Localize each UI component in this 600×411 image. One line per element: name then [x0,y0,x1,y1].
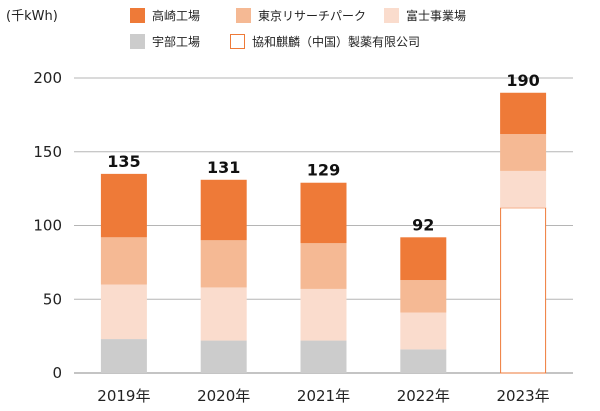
bar-segment [500,170,547,208]
x-axis: 2019年 2020年 2021年 2022年 2023年 [97,387,549,405]
x-tick-label: 2019年 [97,387,150,405]
legend-swatch [384,8,399,23]
x-tick-label: 2020年 [197,387,250,405]
total-label: 135 [107,152,140,171]
legend-swatch [130,8,145,23]
y-tick-label: 150 [33,143,62,161]
legend-swatch [230,34,245,49]
y-tick-label: 200 [33,69,62,87]
bar-segment [500,92,547,135]
bar-segment [400,237,447,281]
total-label: 190 [506,71,539,90]
bar-segment [200,287,247,341]
bar-segment [400,312,447,350]
y-tick-label: 0 [52,364,62,382]
total-labels: 135 131 129 92 190 [107,71,540,235]
bar-segment [300,340,347,373]
bar-segment [100,237,147,285]
bar-segment [500,207,547,374]
legend-swatch [130,34,145,49]
y-tick-label: 100 [33,217,62,235]
legend-label: 協和麒麟（中国）製薬有限公司 [252,34,420,49]
x-tick-label: 2021年 [297,387,350,405]
y-tick-label: 50 [43,290,62,308]
x-tick-label: 2023年 [497,387,550,405]
bar-segment [300,243,347,289]
y-axis: 0 50 100 150 200 [33,69,62,382]
bar-segment [300,182,347,244]
bar-segment [300,288,347,341]
bar-segment [200,179,247,241]
bar-segment [400,280,447,313]
bar-segment [100,173,147,238]
legend-label: 高崎工場 [152,8,200,23]
bar-segment [100,284,147,340]
bars [100,92,547,374]
unit-label: (千kWh) [6,9,58,24]
legend-label: 富士事業場 [406,8,466,23]
bar-segment [500,134,547,171]
total-label: 131 [207,158,240,177]
bar-segment [200,340,247,373]
legend-swatch [236,8,251,23]
legend-label: 宇部工場 [152,34,200,49]
x-tick-label: 2022年 [397,387,450,405]
total-label: 92 [412,215,434,234]
legend-label: 東京リサーチパーク [258,9,366,23]
bar-segment [400,349,447,373]
bar-segment [200,240,247,288]
bar-segment [100,339,147,373]
total-label: 129 [307,161,340,180]
